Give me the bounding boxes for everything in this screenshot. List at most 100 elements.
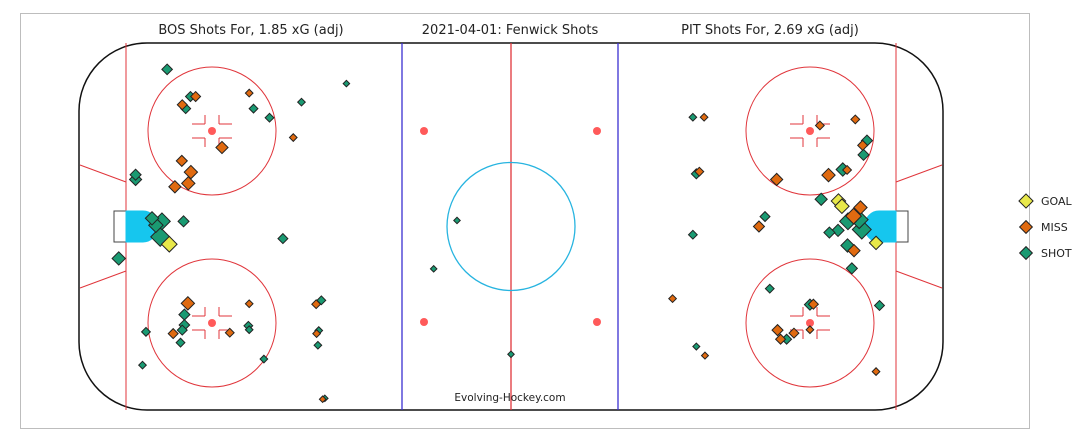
bos-miss-marker	[176, 99, 188, 111]
bos-shot-marker	[175, 337, 186, 348]
bos-miss-marker	[244, 299, 254, 309]
faceoff-circle	[147, 258, 277, 388]
legend: GOAL MISS SHOT	[1018, 188, 1072, 266]
legend-item-miss: MISS	[1018, 214, 1072, 240]
pit-shot-marker	[780, 333, 793, 345]
left-trapezoid-bottom	[79, 270, 127, 289]
pit-shot-marker	[814, 192, 828, 207]
bos-miss-marker	[312, 329, 322, 339]
bos-shot-marker	[277, 232, 289, 245]
pit-shot-marker	[759, 210, 771, 223]
pit-miss-marker	[769, 172, 784, 187]
left-goal-net	[113, 210, 126, 243]
bos-shot-marker	[296, 97, 307, 107]
pit-miss-marker	[699, 112, 709, 122]
legend-item-shot: SHOT	[1018, 240, 1072, 266]
pit-shot-marker	[873, 299, 886, 312]
pit-shot-marker	[857, 148, 870, 162]
legend-label-miss: MISS	[1041, 220, 1068, 234]
credit-text: Evolving-Hockey.com	[454, 392, 566, 404]
bos-shot-marker	[429, 264, 438, 273]
right-team-title: PIT Shots For, 2.69 xG (adj)	[681, 23, 859, 38]
pit-miss-marker	[821, 167, 836, 183]
bos-shot-marker	[244, 325, 254, 335]
bos-miss-marker	[189, 90, 202, 103]
pit-miss-marker	[845, 207, 863, 225]
bos-shot-marker	[507, 350, 515, 359]
pit-shot-marker	[764, 283, 775, 294]
bos-shot-marker	[144, 210, 160, 226]
bos-miss-marker	[183, 164, 199, 180]
bos-shot-marker	[248, 103, 259, 114]
pit-miss-marker	[752, 220, 766, 233]
pit-shot-marker	[831, 223, 845, 238]
faceoff-circle	[745, 66, 875, 196]
faceoff-circle	[147, 66, 277, 196]
right-goal-net	[896, 210, 909, 243]
legend-item-goal: GOAL	[1018, 188, 1072, 214]
neutral-zone-dot	[593, 127, 601, 135]
pit-miss-marker	[788, 327, 800, 339]
pit-shot-marker	[845, 262, 859, 275]
pit-shot-marker	[687, 229, 698, 240]
pit-miss-marker	[771, 323, 784, 337]
bos-miss-marker	[311, 299, 322, 310]
faceoff-circle	[745, 258, 875, 388]
faceoff-dot	[208, 127, 216, 135]
pit-miss-marker	[814, 120, 825, 131]
faceoff-dot	[208, 319, 216, 327]
bos-shot-marker	[313, 340, 323, 350]
bos-miss-marker	[318, 395, 327, 404]
pit-miss-marker	[850, 114, 861, 125]
bos-miss-marker	[244, 88, 254, 98]
left-team-title: BOS Shots For, 1.85 xG (adj)	[158, 23, 344, 38]
legend-label-shot: SHOT	[1041, 246, 1072, 260]
bos-shot-marker	[140, 326, 152, 337]
neutral-zone-dot	[420, 318, 428, 326]
bos-shot-marker	[259, 354, 269, 364]
right-trapezoid-top	[895, 164, 943, 183]
bos-shot-marker	[111, 251, 127, 266]
pit-miss-marker	[700, 351, 710, 360]
bos-miss-marker	[180, 175, 196, 191]
bos-miss-marker	[168, 179, 182, 194]
bos-shot-marker	[177, 215, 190, 228]
bos-shot-marker	[453, 216, 461, 225]
pit-goal-marker	[868, 235, 884, 251]
pit-miss-marker	[668, 294, 678, 304]
bos-miss-marker	[175, 154, 189, 168]
bos-shot-marker	[176, 324, 188, 336]
neutral-zone-dot	[420, 127, 428, 135]
left-trapezoid-top	[79, 164, 127, 183]
pit-miss-marker	[774, 333, 787, 345]
pit-goal-marker	[833, 198, 850, 215]
center-circle	[446, 161, 576, 292]
bos-miss-marker	[167, 327, 179, 340]
bos-shot-marker	[178, 308, 191, 321]
bos-shot-marker	[129, 168, 142, 181]
faceoff-dot	[806, 127, 814, 135]
shot-diamond-icon	[1018, 245, 1034, 261]
pit-miss-marker	[807, 298, 820, 310]
pit-miss-marker	[847, 243, 861, 258]
pit-shot-marker	[823, 226, 836, 239]
bos-shot-marker	[161, 63, 174, 76]
bos-miss-marker	[288, 133, 298, 143]
legend-label-goal: GOAL	[1041, 194, 1072, 208]
bos-shot-marker	[342, 79, 351, 88]
pit-shot-marker	[688, 112, 698, 122]
miss-diamond-icon	[1018, 219, 1034, 235]
bos-shot-marker	[137, 360, 148, 370]
right-crease	[864, 210, 897, 243]
pit-miss-marker	[856, 139, 869, 151]
pit-miss-marker	[842, 164, 853, 176]
faceoff-dot	[806, 319, 814, 327]
goal-diamond-icon	[1018, 193, 1034, 209]
bos-miss-marker	[180, 296, 196, 311]
pit-miss-marker	[853, 200, 868, 215]
chart-title: 2021-04-01: Fenwick Shots	[421, 23, 599, 38]
bos-miss-marker	[215, 140, 229, 155]
pit-miss-marker	[694, 166, 705, 177]
right-trapezoid-bottom	[895, 270, 943, 289]
